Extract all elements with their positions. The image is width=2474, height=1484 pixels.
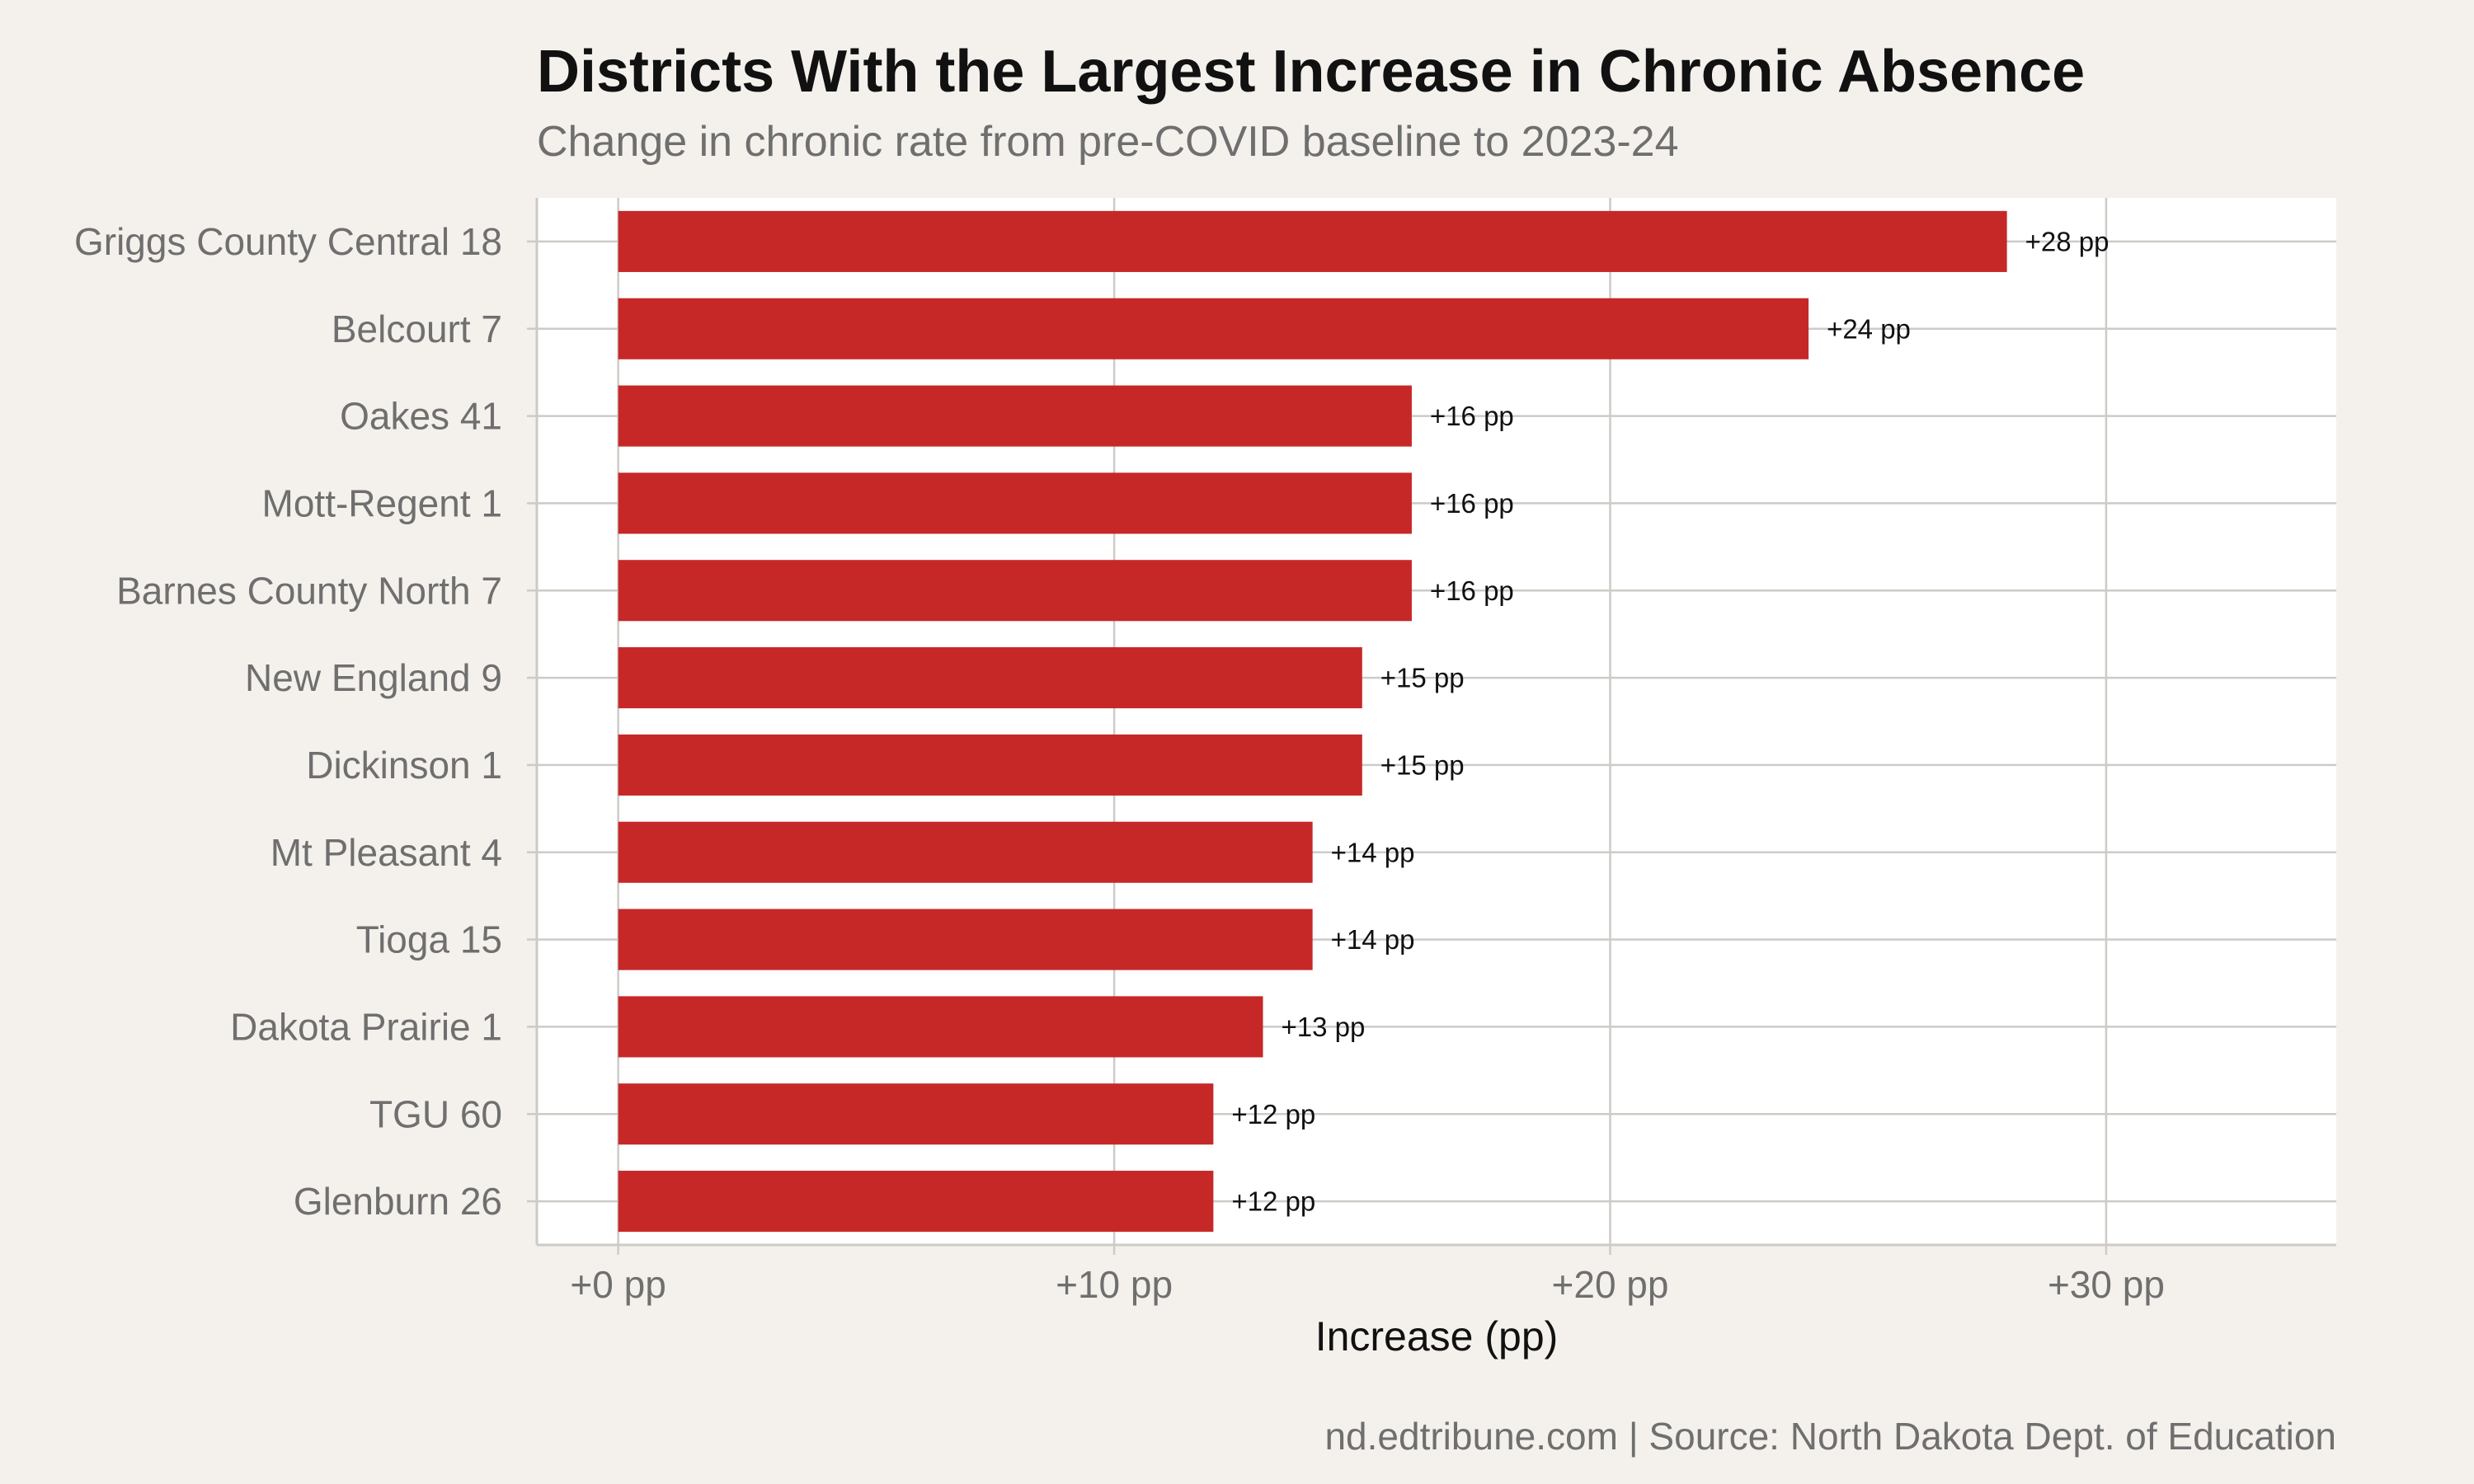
y-tick-label: Glenburn 26 <box>294 1180 502 1223</box>
x-tick-label: +20 pp <box>1552 1263 1669 1306</box>
data-label: +24 pp <box>1827 313 1911 344</box>
bar <box>618 1171 1214 1233</box>
chart-subtitle: Change in chronic rate from pre-COVID ba… <box>537 118 1679 166</box>
x-tick-label: +0 pp <box>570 1263 666 1306</box>
y-tick-label: Belcourt 7 <box>332 308 502 350</box>
data-label: +12 pp <box>1231 1186 1315 1217</box>
x-axis-title: Increase (pp) <box>1315 1313 1559 1360</box>
data-label: +15 pp <box>1380 749 1465 780</box>
y-tick-label: TGU 60 <box>369 1092 502 1135</box>
chart-title: Districts With the Largest Increase in C… <box>537 39 2086 105</box>
y-tick-label: Oakes 41 <box>340 395 502 438</box>
chart-caption: nd.edtribune.com | Source: North Dakota … <box>1324 1415 2336 1458</box>
data-label: +16 pp <box>1430 401 1514 431</box>
y-tick-label: Dakota Prairie 1 <box>230 1005 502 1048</box>
data-label: +13 pp <box>1281 1012 1365 1042</box>
bar <box>618 821 1313 883</box>
bar <box>618 385 1412 447</box>
data-label: +28 pp <box>2025 226 2109 256</box>
y-tick-label: New England 9 <box>245 656 502 699</box>
bar <box>618 734 1362 796</box>
bar <box>618 210 2007 272</box>
y-tick-label: Mott-Regent 1 <box>262 481 502 524</box>
plot-panel <box>537 198 2336 1245</box>
data-label: +14 pp <box>1331 837 1415 867</box>
y-tick-label: Dickinson 1 <box>306 744 502 787</box>
bar <box>618 647 1362 709</box>
data-label: +12 pp <box>1231 1099 1315 1129</box>
data-label: +16 pp <box>1430 575 1514 606</box>
x-tick-label: +10 pp <box>1056 1263 1173 1306</box>
y-tick-label: Griggs County Central 18 <box>74 220 502 263</box>
bar <box>618 909 1313 970</box>
bar <box>618 996 1263 1058</box>
data-label: +15 pp <box>1380 663 1465 693</box>
bar <box>618 560 1412 622</box>
x-tick-label: +30 pp <box>2048 1263 2165 1306</box>
y-tick-label: Tioga 15 <box>356 918 502 961</box>
bar <box>618 298 1809 359</box>
bar <box>618 1083 1214 1145</box>
data-label: +14 pp <box>1331 924 1415 955</box>
y-tick-label: Barnes County North 7 <box>116 569 502 612</box>
data-label: +16 pp <box>1430 488 1514 519</box>
y-tick-label: Mt Pleasant 4 <box>270 831 502 874</box>
bar <box>618 472 1412 534</box>
